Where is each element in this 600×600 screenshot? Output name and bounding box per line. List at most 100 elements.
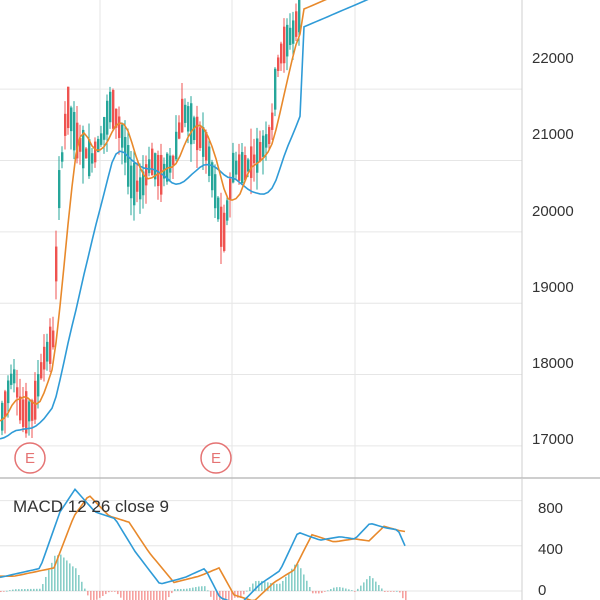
macd-histogram-bar: [0, 590, 2, 593]
candle: [184, 104, 187, 123]
candle: [1, 402, 4, 431]
candle: [49, 326, 52, 364]
macd-histogram-bar: [93, 590, 95, 600]
candle: [241, 152, 244, 184]
earnings-marker-1[interactable]: E: [14, 442, 46, 474]
macd-histogram-bar: [354, 590, 356, 592]
macd-histogram-bar: [126, 590, 128, 600]
macd-histogram-bar: [150, 590, 152, 600]
macd-histogram-bar: [348, 589, 350, 591]
macd-histogram-bar: [195, 587, 197, 591]
candle: [220, 206, 223, 247]
macd-histogram-bar: [243, 590, 245, 595]
macd-histogram-bar: [366, 579, 368, 591]
macd-histogram-bar: [6, 590, 8, 592]
macd-histogram-bar: [291, 568, 293, 591]
macd-histogram-bar: [315, 590, 317, 594]
macd-histogram-bar: [60, 554, 62, 591]
macd-histogram-bar: [123, 590, 125, 600]
macd-histogram-bar: [393, 590, 395, 592]
earnings-marker-label: E: [25, 450, 35, 467]
macd-histogram-bar: [159, 590, 161, 600]
candlesticks[interactable]: [1, 0, 301, 438]
macd-histogram-bar: [372, 578, 374, 591]
macd-histogram-bar: [210, 590, 212, 597]
macd-histogram-bar: [378, 585, 380, 591]
macd-histogram-bar: [336, 587, 338, 591]
candle: [202, 127, 205, 157]
macd-tick-800: 800: [538, 500, 563, 517]
candle: [145, 164, 148, 186]
candle: [91, 153, 94, 164]
macd-histogram: [0, 554, 407, 600]
candle: [142, 171, 145, 196]
candle: [79, 137, 82, 152]
macd-histogram-bar: [114, 590, 116, 592]
macd-histogram-bar: [330, 589, 332, 591]
macd-histogram-bar: [105, 590, 107, 595]
macd-histogram-bar: [48, 569, 50, 591]
macd-histogram-bar: [231, 590, 233, 600]
macd-histogram-bar: [390, 590, 392, 592]
macd-histogram-bar: [312, 590, 314, 594]
macd-histogram-bar: [297, 564, 299, 591]
macd-histogram-bar: [120, 590, 122, 598]
candle: [190, 103, 193, 145]
macd-histogram-bar: [174, 589, 176, 591]
candle: [88, 139, 91, 177]
candle: [214, 174, 217, 209]
candle: [130, 165, 133, 199]
candle: [55, 246, 58, 282]
macd-histogram-bar: [261, 580, 263, 591]
macd-histogram-bar: [270, 583, 272, 591]
candle: [163, 163, 166, 179]
candle: [10, 373, 13, 385]
macd-legend[interactable]: MACD 12 26 close 9: [13, 497, 169, 516]
macd-histogram-bar: [66, 560, 68, 591]
macd-histogram-bar: [327, 590, 329, 592]
candle: [172, 155, 175, 166]
macd-histogram-bar: [375, 581, 377, 591]
candle: [139, 177, 142, 200]
price-tick-22000: 22000: [532, 50, 574, 67]
macd-histogram-bar: [78, 575, 80, 591]
macd-histogram-bar: [279, 583, 281, 591]
macd-histogram-bar: [249, 587, 251, 591]
macd-histogram-bar: [267, 582, 269, 591]
candle: [298, 0, 301, 33]
macd-histogram-bar: [102, 590, 104, 596]
candle: [295, 11, 298, 37]
price-tick-18000: 18000: [532, 355, 574, 372]
candle: [283, 26, 286, 64]
macd-histogram-bar: [360, 585, 362, 591]
candle: [256, 138, 259, 173]
macd-histogram-bar: [396, 590, 398, 592]
candle: [232, 152, 235, 183]
candle: [223, 212, 226, 251]
candle: [76, 122, 79, 159]
macd-tick-400: 400: [538, 541, 563, 558]
candle: [85, 148, 88, 159]
candle: [31, 400, 34, 421]
price-grid: [0, 0, 522, 600]
candle: [94, 141, 97, 163]
macd-histogram-bar: [405, 590, 407, 600]
macd-histogram-bar: [399, 590, 401, 593]
candle: [178, 122, 181, 139]
candle: [154, 153, 157, 180]
macd-histogram-bar: [81, 581, 83, 591]
candle: [238, 154, 241, 181]
candle: [247, 159, 250, 172]
macd-histogram-bar: [54, 555, 56, 591]
macd-axis: 800 400 0: [521, 478, 563, 600]
candle: [25, 391, 28, 434]
candle: [259, 142, 262, 162]
macd-histogram-bar: [213, 590, 215, 600]
candle: [121, 124, 124, 148]
earnings-marker-2[interactable]: E: [200, 442, 232, 474]
candle: [28, 401, 31, 422]
candle: [4, 391, 7, 418]
candle: [205, 131, 208, 161]
macd-histogram-bar: [357, 588, 359, 591]
